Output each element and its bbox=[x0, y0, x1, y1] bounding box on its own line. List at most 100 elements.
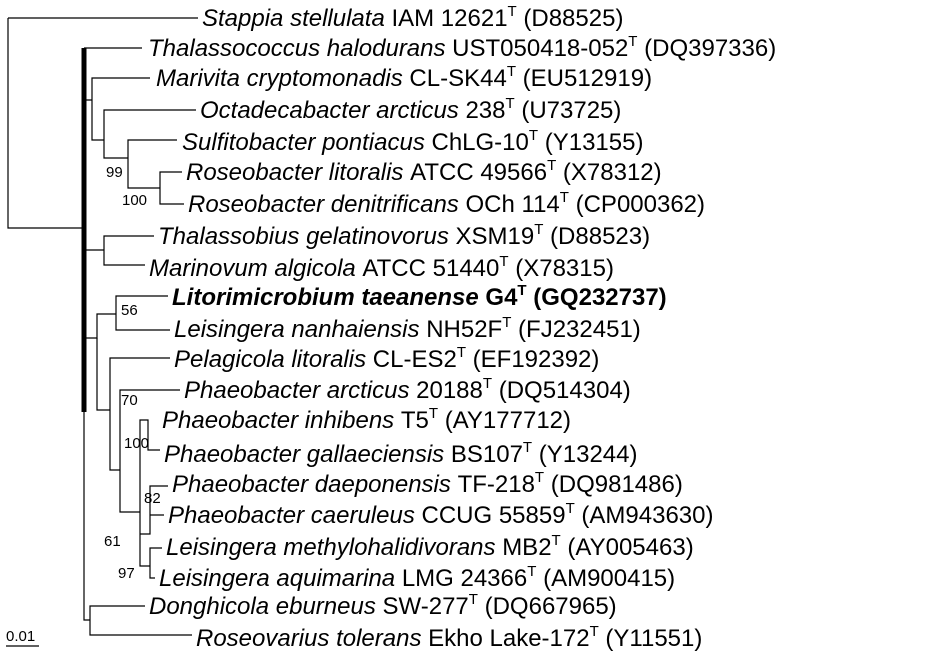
type-strain-mark: T bbox=[457, 344, 466, 361]
taxon-strain: G4 bbox=[485, 284, 518, 311]
taxon-strain: UST050418-052 bbox=[452, 35, 628, 62]
type-strain-mark: T bbox=[429, 405, 438, 422]
bootstrap-value: 61 bbox=[104, 533, 121, 550]
type-strain-mark: T bbox=[502, 314, 511, 331]
taxon-strain: CL-ES2 bbox=[373, 346, 457, 373]
type-strain-mark: T bbox=[527, 563, 536, 580]
type-strain-mark: T bbox=[469, 591, 478, 608]
branch-thalassobius-group bbox=[84, 235, 154, 266]
taxon-label: Roseobacter litoralis ATCC 49566T (X7831… bbox=[186, 157, 662, 186]
type-strain-mark: T bbox=[547, 157, 556, 174]
taxon-accession: (GQ232737) bbox=[527, 284, 667, 311]
taxon-label: Donghicola eburneus SW-277T (DQ667965) bbox=[149, 591, 617, 620]
scale-bar: 0.01 bbox=[6, 628, 39, 647]
root-branch bbox=[7, 18, 82, 229]
taxon-species: Leisingera methylohalidivorans bbox=[166, 534, 502, 561]
type-strain-mark: T bbox=[483, 375, 492, 392]
branch-donghicola-group bbox=[83, 412, 192, 636]
taxon-label: Roseobacter denitrificans OCh 114T (CP00… bbox=[188, 189, 705, 218]
type-strain-mark: T bbox=[506, 95, 515, 112]
type-strain-mark: T bbox=[499, 253, 508, 270]
taxon-species: Marinovum algicola bbox=[149, 255, 362, 282]
taxon-label: Thalassococcus halodurans UST050418-052T… bbox=[148, 33, 776, 62]
taxon-species: Octadecabacter arcticus bbox=[200, 97, 465, 124]
taxon-strain: Ekho Lake-172 bbox=[428, 625, 589, 652]
taxon-strain: 238 bbox=[465, 97, 505, 124]
taxon-strain: TF-218 bbox=[458, 471, 535, 498]
taxon-species: Litorimicrobium taeanense bbox=[172, 284, 485, 311]
taxon-species: Stappia stellulata bbox=[202, 5, 391, 32]
type-strain-mark: T bbox=[529, 127, 538, 144]
taxon-strain: IAM 12621 bbox=[391, 5, 507, 32]
taxon-species: Pelagicola litoralis bbox=[174, 346, 373, 373]
taxon-accession: (DQ667965) bbox=[478, 593, 617, 620]
taxon-species: Phaeobacter arcticus bbox=[184, 377, 416, 404]
tree-branches bbox=[7, 17, 198, 636]
taxon-accession: (DQ514304) bbox=[492, 377, 631, 404]
taxon-label: Marinovum algicola ATCC 51440T (X78315) bbox=[149, 253, 614, 282]
taxon-species: Thalassobius gelatinovorus bbox=[158, 223, 456, 250]
taxon-strain: 20188 bbox=[416, 377, 483, 404]
taxon-label: Leisingera aquimarina LMG 24366T (AM9004… bbox=[159, 563, 675, 592]
taxon-accession: (X78312) bbox=[556, 159, 661, 186]
taxon-label: Pelagicola litoralis CL-ES2T (EF192392) bbox=[174, 344, 599, 373]
bootstrap-value: 100 bbox=[124, 435, 149, 452]
taxon-accession: (AM943630) bbox=[575, 502, 714, 529]
type-strain-mark: T bbox=[535, 469, 544, 486]
taxon-label: Roseovarius tolerans Ekho Lake-172T (Y11… bbox=[196, 623, 702, 652]
taxon-label: Phaeobacter arcticus 20188T (DQ514304) bbox=[184, 375, 631, 404]
taxon-accession: (D88523) bbox=[543, 223, 650, 250]
type-strain-mark: T bbox=[523, 439, 532, 456]
taxon-species: Donghicola eburneus bbox=[149, 593, 383, 620]
type-strain-mark: T bbox=[552, 532, 561, 549]
type-strain-mark: T bbox=[517, 282, 526, 299]
bootstrap-value: 99 bbox=[106, 164, 123, 181]
type-strain-mark: T bbox=[508, 3, 517, 20]
taxon-species: Roseobacter denitrificans bbox=[188, 191, 465, 218]
type-strain-mark: T bbox=[590, 623, 599, 640]
taxon-species: Leisingera nanhaiensis bbox=[174, 316, 426, 343]
taxon-label: Thalassobius gelatinovorus XSM19T (D8852… bbox=[158, 221, 650, 250]
taxon-species: Roseobacter litoralis bbox=[186, 159, 410, 186]
taxon-accession: (Y11551) bbox=[599, 625, 703, 652]
taxon-accession: (Y13244) bbox=[532, 441, 637, 468]
taxon-strain: LMG 24366 bbox=[402, 565, 527, 592]
type-strain-mark: T bbox=[560, 189, 569, 206]
taxon-accession: (Y13155) bbox=[538, 129, 643, 156]
taxon-strain: ChLG-10 bbox=[431, 129, 528, 156]
taxon-strain: CL-SK44 bbox=[409, 65, 506, 92]
taxon-labels: Stappia stellulata IAM 12621T (D88525)Th… bbox=[148, 3, 776, 652]
type-strain-mark: T bbox=[507, 63, 516, 80]
branch-phaeobacter-group bbox=[96, 338, 180, 579]
taxon-label: Marivita cryptomonadis CL-SK44T (EU51291… bbox=[156, 63, 652, 92]
taxon-accession: (DQ981486) bbox=[544, 471, 683, 498]
bootstrap-values: 99 100 56 70 100 82 61 97 bbox=[104, 164, 161, 582]
taxon-accession: (AY005463) bbox=[561, 534, 694, 561]
taxon-accession: (CP000362) bbox=[569, 191, 705, 218]
taxon-strain: BS107 bbox=[451, 441, 523, 468]
taxon-strain: XSM19 bbox=[456, 223, 535, 250]
taxon-label: Phaeobacter caeruleus CCUG 55859T (AM943… bbox=[168, 500, 714, 529]
taxon-label: Phaeobacter inhibens T5T (AY177712) bbox=[162, 405, 571, 434]
taxon-species: Marivita cryptomonadis bbox=[156, 65, 409, 92]
taxon-strain: SW-277 bbox=[383, 593, 469, 620]
bootstrap-value: 70 bbox=[121, 392, 138, 409]
taxon-accession: (U73725) bbox=[515, 97, 622, 124]
bootstrap-value: 97 bbox=[118, 565, 135, 582]
taxon-strain: ATCC 49566 bbox=[410, 159, 547, 186]
taxon-label: Phaeobacter gallaeciensis BS107T (Y13244… bbox=[164, 439, 638, 468]
taxon-strain: NH52F bbox=[426, 316, 502, 343]
taxon-label: Octadecabacter arcticus 238T (U73725) bbox=[200, 95, 621, 124]
taxon-label: Stappia stellulata IAM 12621T (D88525) bbox=[202, 3, 623, 32]
taxon-strain: CCUG 55859 bbox=[422, 502, 566, 529]
taxon-label: Sulfitobacter pontiacus ChLG-10T (Y13155… bbox=[182, 127, 643, 156]
bootstrap-value: 56 bbox=[121, 302, 138, 319]
taxon-species: Phaeobacter inhibens bbox=[162, 407, 401, 434]
taxon-species: Phaeobacter daeponensis bbox=[172, 471, 458, 498]
taxon-species: Sulfitobacter pontiacus bbox=[182, 129, 431, 156]
taxon-species: Thalassococcus halodurans bbox=[148, 35, 452, 62]
type-strain-mark: T bbox=[628, 33, 637, 50]
taxon-strain: OCh 114 bbox=[465, 191, 559, 218]
taxon-accession: (AY177712) bbox=[438, 407, 571, 434]
